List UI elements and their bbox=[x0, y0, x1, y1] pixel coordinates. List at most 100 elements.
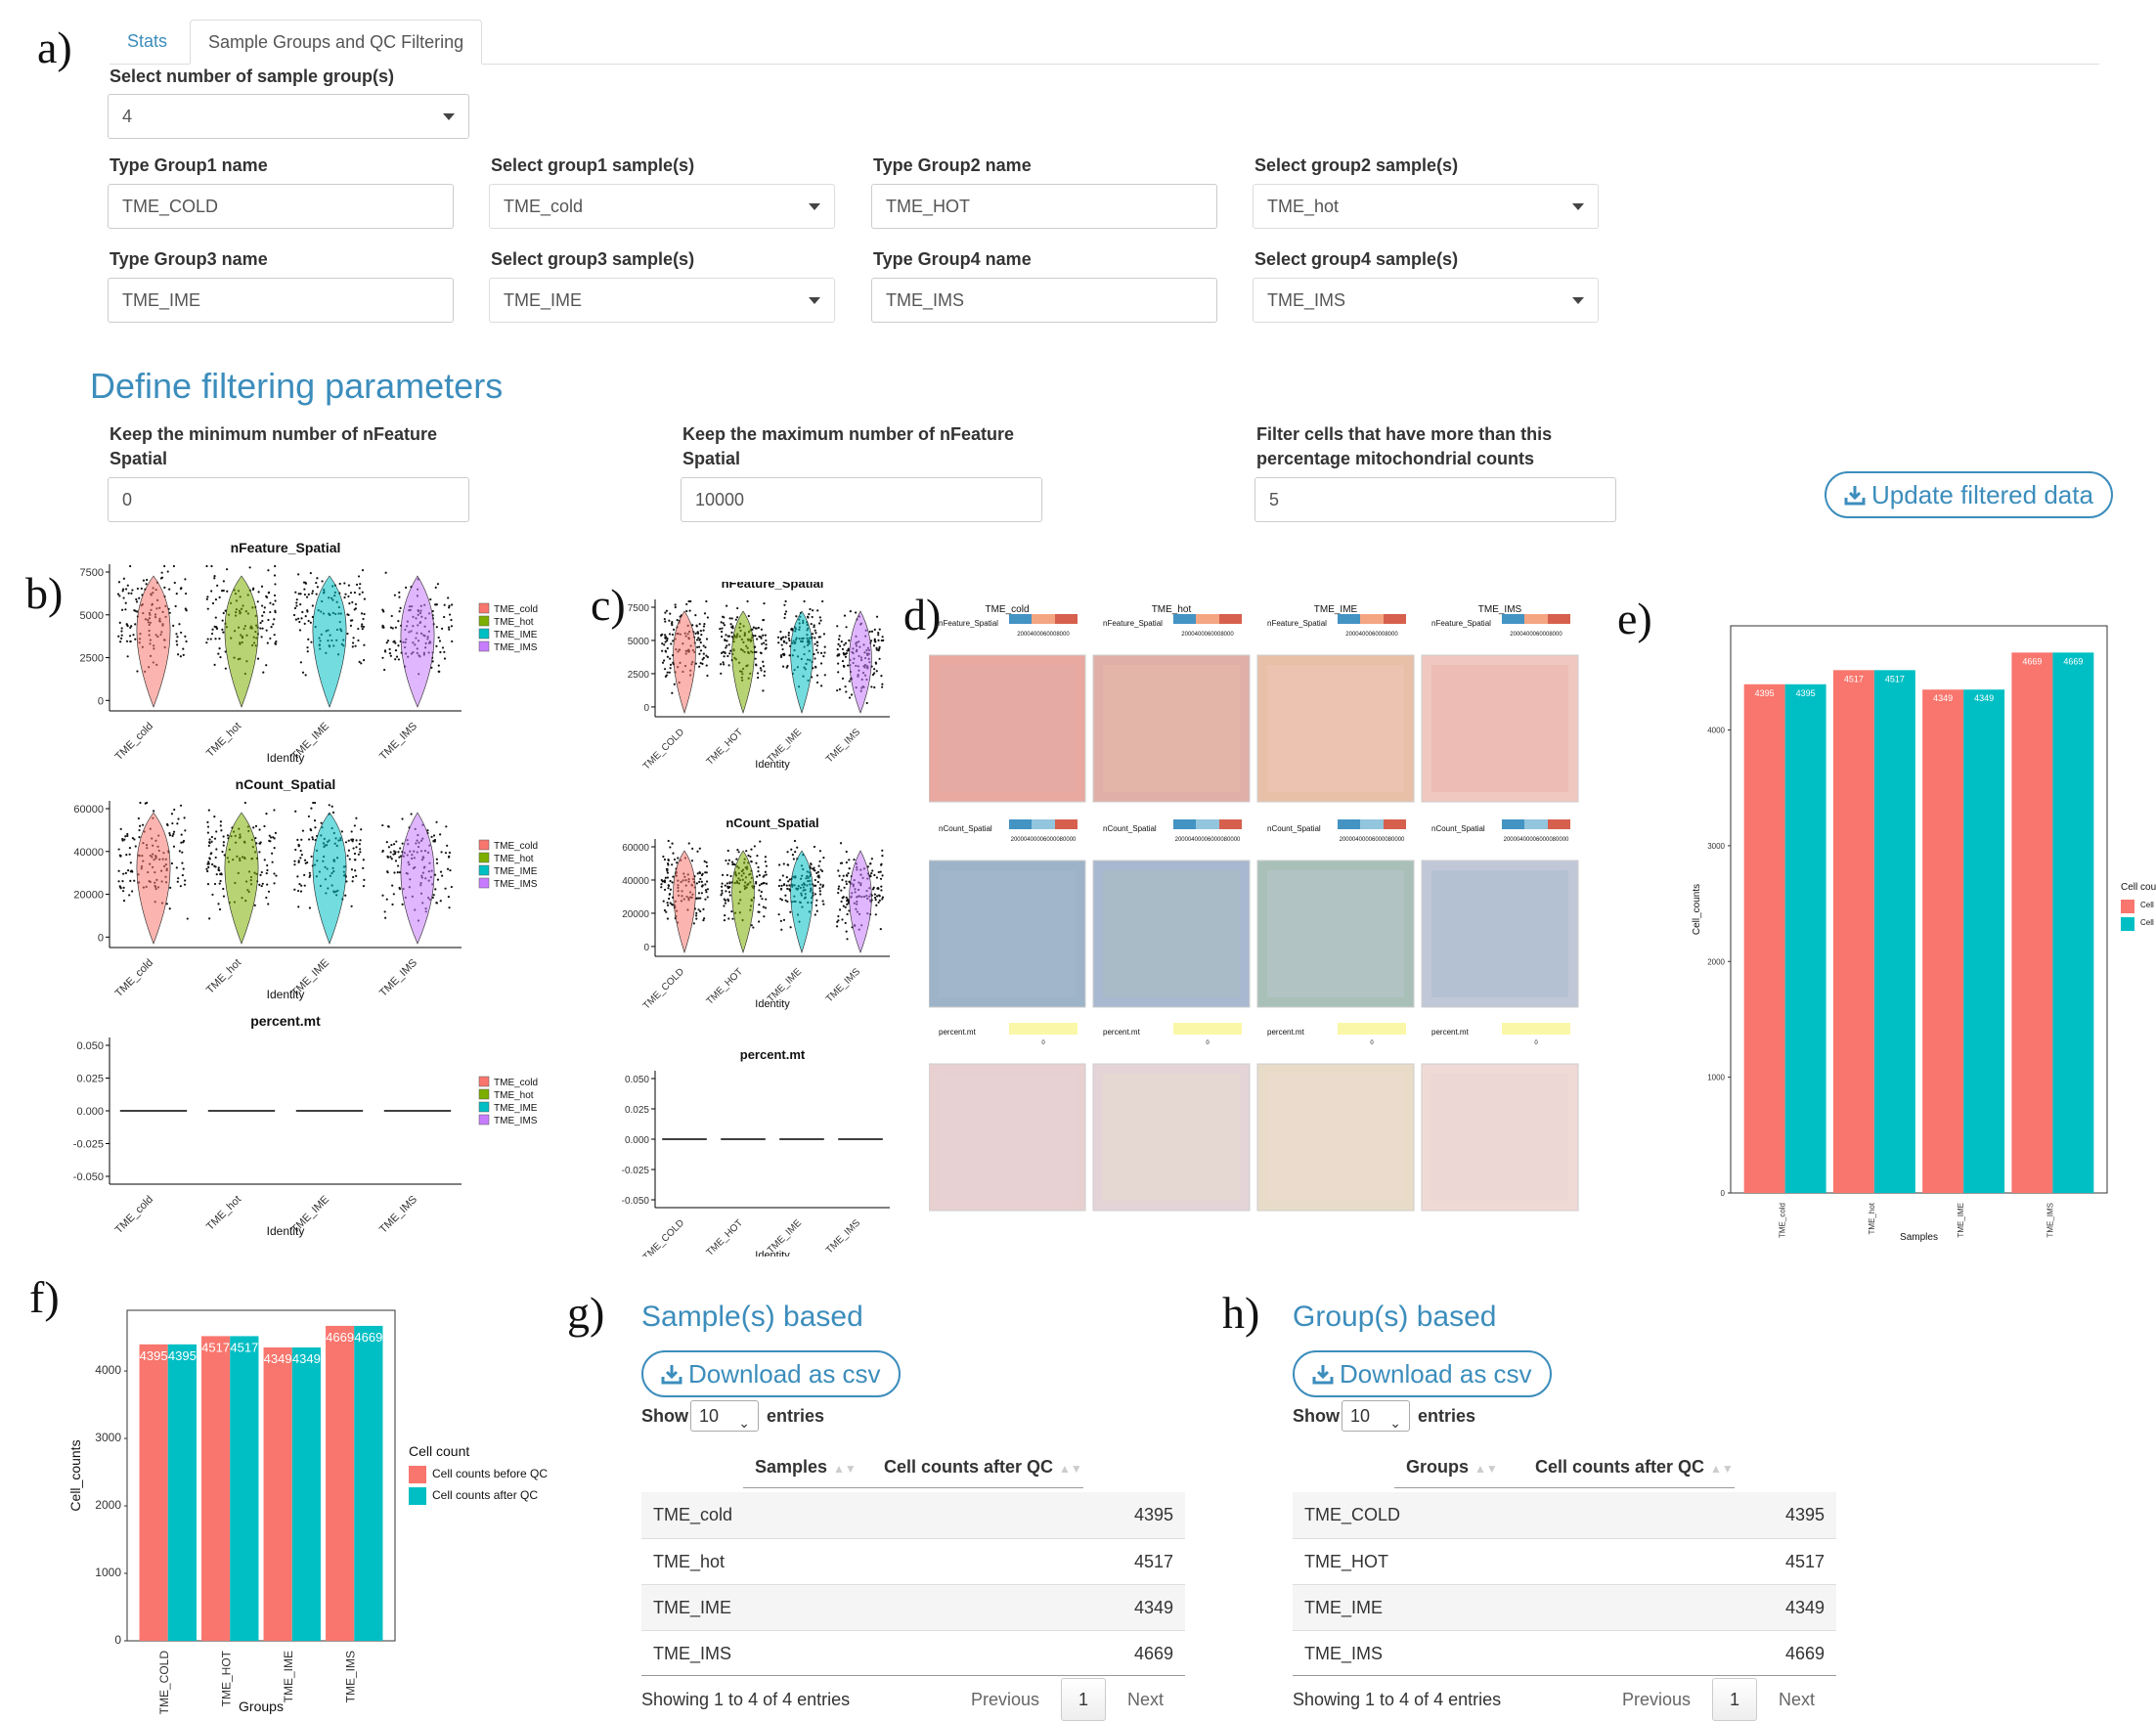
x-tick-label: TME_IME bbox=[1957, 1203, 1965, 1238]
group-table-title: Group(s) based bbox=[1293, 1301, 1497, 1333]
data-point bbox=[843, 665, 846, 668]
max-nfeature-input[interactable]: 10000 bbox=[681, 477, 1042, 522]
data-point bbox=[139, 801, 142, 805]
group3-name-input[interactable]: TME_IME bbox=[108, 278, 454, 323]
update-filtered-data-button[interactable]: Update filtered data bbox=[1825, 471, 2113, 518]
data-point bbox=[787, 634, 790, 637]
sample-download-csv-button[interactable]: Download as csv bbox=[641, 1350, 901, 1397]
cell-counts-header[interactable]: Cell counts after QC ▲▼ bbox=[884, 1457, 1082, 1478]
sample-page-1-button[interactable]: 1 bbox=[1061, 1678, 1106, 1721]
data-point bbox=[211, 893, 214, 897]
data-point bbox=[666, 639, 669, 642]
data-point bbox=[880, 885, 883, 888]
data-point bbox=[873, 685, 876, 689]
group1-sample-select[interactable]: TME_cold bbox=[489, 184, 835, 229]
legend-swatch bbox=[478, 864, 490, 876]
group-cell-counts-header[interactable]: Cell counts after QC ▲▼ bbox=[1535, 1457, 1734, 1478]
group-entries-select[interactable]: 10 ⌄ bbox=[1342, 1400, 1410, 1432]
groups-header[interactable]: Groups ▲▼ bbox=[1406, 1457, 1498, 1478]
tab-stats[interactable]: Stats bbox=[127, 31, 168, 51]
min-nfeature-input[interactable]: 0 bbox=[108, 477, 469, 522]
data-point bbox=[696, 850, 699, 853]
data-point bbox=[173, 808, 176, 812]
data-point bbox=[120, 630, 123, 633]
data-point bbox=[126, 584, 129, 587]
data-point bbox=[720, 672, 723, 675]
data-point bbox=[220, 873, 223, 876]
data-point bbox=[875, 615, 879, 618]
panel-label-c: c) bbox=[591, 580, 626, 630]
group3-sample-select[interactable]: TME_IME bbox=[489, 278, 835, 323]
data-point bbox=[762, 689, 765, 692]
group-show-label: Show bbox=[1293, 1406, 1340, 1426]
data-point bbox=[762, 660, 765, 663]
data-point bbox=[362, 625, 366, 629]
tissue-region bbox=[939, 1074, 1076, 1201]
group2-name-input[interactable]: TME_HOT bbox=[871, 184, 1217, 229]
max-nfeature-label-1: Keep the maximum number of nFeature bbox=[682, 424, 1015, 444]
data-point bbox=[168, 611, 171, 614]
data-point bbox=[386, 856, 390, 859]
data-point bbox=[259, 627, 262, 630]
data-point bbox=[721, 889, 724, 892]
data-point bbox=[261, 619, 264, 623]
data-point bbox=[153, 810, 155, 813]
data-point bbox=[208, 842, 211, 845]
group-count-select[interactable]: 4 bbox=[108, 94, 469, 139]
group-page-1-button[interactable]: 1 bbox=[1712, 1678, 1757, 1721]
data-point bbox=[120, 637, 123, 640]
data-point bbox=[398, 596, 401, 598]
data-point bbox=[848, 696, 852, 699]
tab-sample-groups-qc[interactable]: Sample Groups and QC Filtering bbox=[190, 20, 483, 65]
data-point bbox=[345, 880, 348, 883]
sample-previous-button[interactable]: Previous bbox=[971, 1690, 1040, 1709]
data-point bbox=[266, 868, 269, 872]
samples-header[interactable]: Samples ▲▼ bbox=[755, 1457, 857, 1478]
data-point bbox=[666, 861, 670, 865]
data-point bbox=[297, 593, 300, 596]
mt-percent-input[interactable]: 5 bbox=[1254, 477, 1616, 522]
data-point bbox=[117, 848, 120, 851]
group1-name-input[interactable]: TME_COLD bbox=[108, 184, 454, 229]
data-point bbox=[706, 616, 709, 619]
data-point bbox=[764, 870, 767, 873]
group4-sample-select[interactable]: TME_IMS bbox=[1253, 278, 1599, 323]
data-point bbox=[206, 638, 209, 640]
data-point bbox=[176, 880, 179, 883]
x-tick-label: TME_IMS bbox=[824, 966, 862, 1004]
data-point bbox=[132, 634, 135, 637]
data-point bbox=[663, 881, 667, 884]
data-point bbox=[764, 906, 768, 909]
group-download-csv-button[interactable]: Download as csv bbox=[1293, 1350, 1552, 1397]
data-point bbox=[873, 893, 876, 896]
data-point bbox=[871, 869, 874, 872]
data-point bbox=[747, 614, 750, 618]
data-point bbox=[725, 890, 727, 893]
data-point bbox=[815, 909, 818, 912]
data-point bbox=[874, 662, 878, 665]
data-point bbox=[296, 889, 300, 893]
data-point bbox=[673, 858, 677, 861]
data-point bbox=[765, 873, 768, 876]
sample-next-button[interactable]: Next bbox=[1127, 1690, 1165, 1709]
data-point bbox=[750, 848, 753, 851]
data-point bbox=[723, 624, 726, 627]
data-point bbox=[664, 620, 667, 623]
data-point bbox=[265, 595, 268, 598]
group-next-button[interactable]: Next bbox=[1779, 1690, 1816, 1709]
data-point bbox=[758, 635, 761, 639]
data-point bbox=[391, 903, 394, 906]
data-point bbox=[451, 640, 454, 643]
data-point bbox=[140, 587, 143, 590]
group2-sample-select[interactable]: TME_hot bbox=[1253, 184, 1599, 229]
group-previous-button[interactable]: Previous bbox=[1622, 1690, 1692, 1709]
sample-entries-select[interactable]: 10 ⌄ bbox=[690, 1400, 759, 1432]
group4-name-input[interactable]: TME_IMS bbox=[871, 278, 1217, 323]
data-point bbox=[881, 636, 884, 639]
data-point bbox=[248, 566, 251, 569]
data-point bbox=[206, 607, 209, 610]
data-point bbox=[294, 848, 297, 852]
data-point bbox=[180, 631, 183, 635]
colorbar-segment bbox=[1384, 614, 1406, 624]
data-point bbox=[301, 671, 305, 674]
